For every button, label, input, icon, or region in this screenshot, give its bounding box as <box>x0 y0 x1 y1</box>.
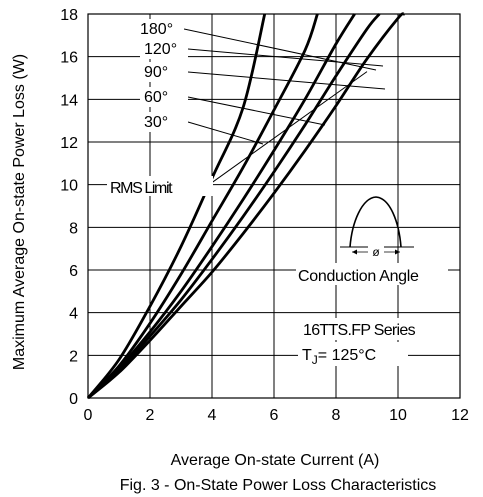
rms-limit-line <box>211 71 368 183</box>
series-curve <box>87 12 406 400</box>
curve-label-leader <box>187 121 264 145</box>
curve-labels: 180° 120° 90° 60° 30° <box>136 19 188 132</box>
plot-frame <box>87 13 461 399</box>
curve-label-bg <box>140 87 188 107</box>
y-tick-label: 8 <box>69 220 78 237</box>
curve-label: 60° <box>144 89 168 106</box>
temp-label-prefix: T <box>302 347 312 364</box>
rms-limit-label: RMS Limit <box>110 180 173 197</box>
y-tick-labels: 0 2 4 6 8 10 12 14 16 18 <box>60 7 78 408</box>
y-tick-label: 0 <box>69 391 78 408</box>
temp-label-bg <box>298 342 408 366</box>
y-tick-label: 2 <box>69 348 78 365</box>
y-tick-label: 16 <box>60 50 78 67</box>
temp-label: TJ= 125°C <box>302 347 376 367</box>
legend-leader-lines <box>183 28 386 145</box>
curve-label: 180° <box>140 21 173 38</box>
y-tick-label: 18 <box>60 7 78 24</box>
inset-angle-symbol: ø <box>372 245 380 259</box>
y-tick-label: 10 <box>60 178 78 195</box>
curve-label-leader <box>187 96 326 126</box>
x-tick-label: 2 <box>146 407 155 424</box>
inset-sine-lobe <box>349 196 402 248</box>
y-tick-label: 12 <box>60 135 78 152</box>
inset-arrow-left <box>352 249 357 255</box>
series-curve <box>86 13 267 399</box>
rms-limit-line <box>211 71 368 183</box>
series-label-bg <box>300 318 450 340</box>
x-tick-label: 8 <box>332 407 341 424</box>
x-tick-label: 10 <box>389 407 407 424</box>
figure-caption: Fig. 3 - On-State Power Loss Characteris… <box>120 477 437 494</box>
series-curve <box>87 13 381 400</box>
curve-label: 90° <box>144 64 168 81</box>
inset-symbol-bg <box>368 244 384 258</box>
curve-label-leader <box>187 71 386 90</box>
x-tick-label: 12 <box>451 407 469 424</box>
x-tick-label: 4 <box>208 407 217 424</box>
conduction-angle-inset: ø Conduction Angle <box>296 196 448 285</box>
curve-label-bg <box>140 39 188 59</box>
x-tick-label: 6 <box>270 407 279 424</box>
x-axis-title: Average On-state Current (A) <box>171 452 380 469</box>
curve-label: 120° <box>144 41 177 58</box>
temp-label-subscript: J <box>312 353 318 367</box>
series-curve <box>86 13 319 399</box>
inset-label-bg <box>296 263 448 285</box>
series-curve <box>87 13 356 400</box>
y-axis-title: Maximum Average On-state Power Loss (W) <box>11 54 28 370</box>
temp-label-value: = 125°C <box>318 347 376 364</box>
series-label: 16TTS.FP Series <box>303 322 416 339</box>
curve-label-leader <box>187 48 384 67</box>
curve-label-bg <box>136 19 184 39</box>
curves <box>86 12 406 400</box>
curve-label: 30° <box>144 114 168 131</box>
x-tick-labels: 0 2 4 6 8 10 12 <box>84 407 469 424</box>
curve-label-bg <box>140 62 188 82</box>
rms-limit-label-bg <box>107 176 213 196</box>
x-tick-label: 0 <box>84 407 93 424</box>
curve-label-leader <box>183 28 377 71</box>
y-tick-label: 6 <box>69 263 78 280</box>
inset-label: Conduction Angle <box>298 268 419 285</box>
y-tick-label: 14 <box>60 92 78 109</box>
curve-label-bg <box>140 112 188 132</box>
inset-arrow-right <box>395 249 400 255</box>
y-tick-label: 4 <box>69 306 78 323</box>
